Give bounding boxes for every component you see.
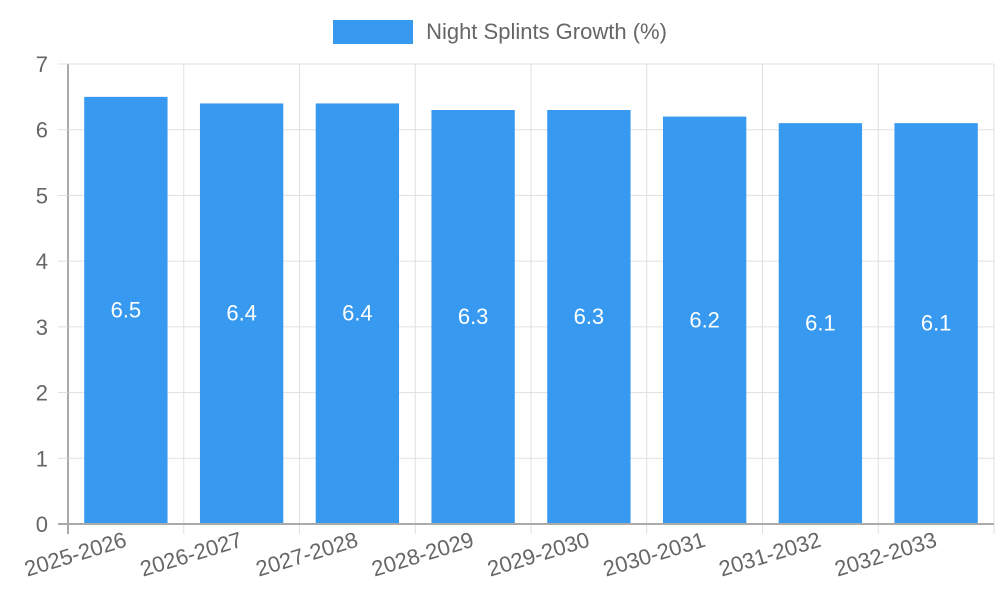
bar-value-label: 6.4 <box>342 301 373 326</box>
bar[interactable] <box>199 103 284 524</box>
data-labels: 6.5 6.4 6.4 6.3 6.3 6.2 6.1 6.1 <box>111 297 952 335</box>
y-tick-label: 2 <box>36 381 48 406</box>
bar-value-label: 6.3 <box>574 304 605 329</box>
bar-value-label: 6.3 <box>458 304 489 329</box>
bars <box>84 96 978 525</box>
bar[interactable] <box>778 123 863 525</box>
x-tick-label: 2027-2028 <box>253 527 361 582</box>
bar[interactable] <box>894 123 978 525</box>
x-tick-label: 2026-2027 <box>137 527 245 582</box>
y-axis-ticks: 0 1 2 3 4 5 6 7 <box>36 52 68 537</box>
bar-value-label: 6.1 <box>805 311 836 336</box>
x-tick-label: 2031-2032 <box>716 527 824 582</box>
bar-value-label: 6.5 <box>111 297 142 322</box>
x-axis-ticks: 2025-2026 2026-2027 2027-2028 2028-2029 2029… <box>21 527 939 582</box>
y-tick-label: 4 <box>36 249 48 274</box>
legend-swatch[interactable] <box>333 20 414 44</box>
x-tick-label: 2032-2033 <box>832 527 940 582</box>
bar[interactable] <box>547 110 631 524</box>
legend: Night Splints Growth (%) <box>0 19 1000 45</box>
y-tick-label: 6 <box>36 118 48 143</box>
bar[interactable] <box>662 116 747 525</box>
bar-value-label: 6.4 <box>226 301 257 326</box>
y-tick-label: 7 <box>36 52 48 77</box>
y-tick-label: 5 <box>36 183 48 208</box>
y-tick-label: 1 <box>36 446 48 471</box>
y-tick-label: 3 <box>36 315 48 340</box>
bar-value-label: 6.2 <box>689 307 720 332</box>
x-tick-label: 2030-2031 <box>600 527 708 582</box>
legend-label[interactable]: Night Splints Growth (%) <box>426 19 667 44</box>
x-tick-label: 2028-2029 <box>369 527 477 582</box>
bar[interactable] <box>431 110 515 524</box>
bar-value-label: 6.1 <box>921 311 952 336</box>
bar[interactable] <box>315 103 400 524</box>
bar[interactable] <box>84 96 168 524</box>
x-tick-label: 2029-2030 <box>484 527 592 582</box>
y-tick-label: 0 <box>36 512 48 537</box>
axes <box>58 64 994 534</box>
